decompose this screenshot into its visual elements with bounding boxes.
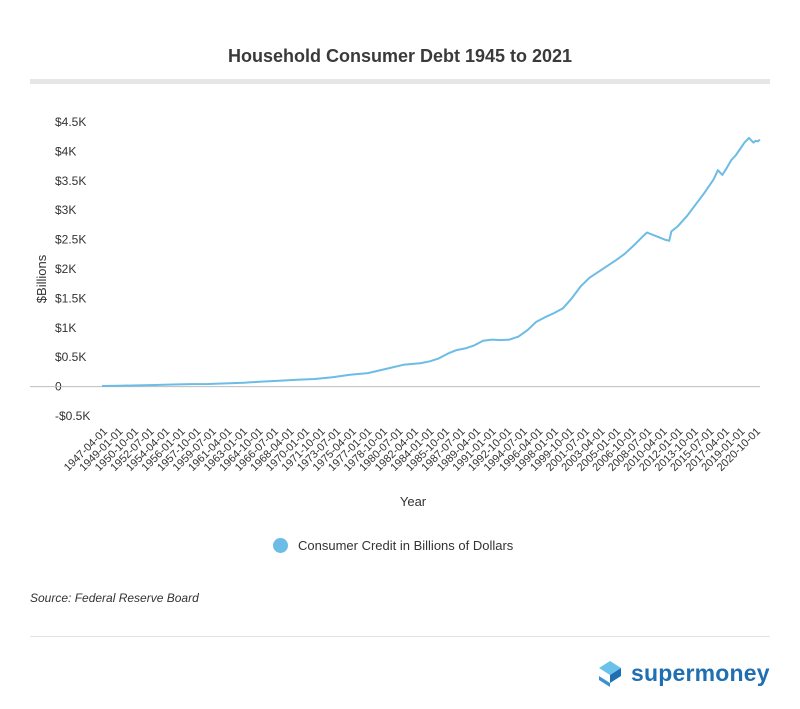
legend[interactable]: Consumer Credit in Billions of Dollars [273,538,513,553]
y-tick-label: -$0.5K [55,409,90,423]
y-tick-label: $1K [55,321,76,335]
y-tick-label: $3.5K [55,174,86,188]
supermoney-logo-icon [599,661,621,687]
y-tick-label: $2K [55,262,76,276]
y-axis-title: $Billions [34,254,49,303]
y-tick-label: $4K [55,144,76,158]
y-tick-label: $1.5K [55,291,86,305]
y-tick-label: $2.5K [55,233,86,247]
chart-title: Household Consumer Debt 1945 to 2021 [227,46,573,66]
legend-marker [273,538,288,553]
series-line-consumer-credit [101,136,761,387]
line-chart: -$0.5K0$0.5K$1K$1.5K$2K$2.5K$3K$3.5K$4K$… [30,115,763,509]
x-axis: 1947-04-011949-01-011950-10-011952-07-01… [62,426,763,474]
x-axis-title: Year [400,494,427,509]
brand-name: supermoney [631,659,770,686]
brand-logo[interactable]: supermoney [596,658,770,688]
source-note: Source: Federal Reserve Board [30,591,199,605]
footer-divider [30,636,770,637]
y-tick-label: $0.5K [55,350,86,364]
title-divider [30,79,770,84]
legend-label: Consumer Credit in Billions of Dollars [298,538,514,553]
y-axis: -$0.5K0$0.5K$1K$1.5K$2K$2.5K$3K$3.5K$4K$… [55,115,90,423]
y-tick-label: $3K [55,203,76,217]
y-tick-label: $4.5K [55,115,86,129]
